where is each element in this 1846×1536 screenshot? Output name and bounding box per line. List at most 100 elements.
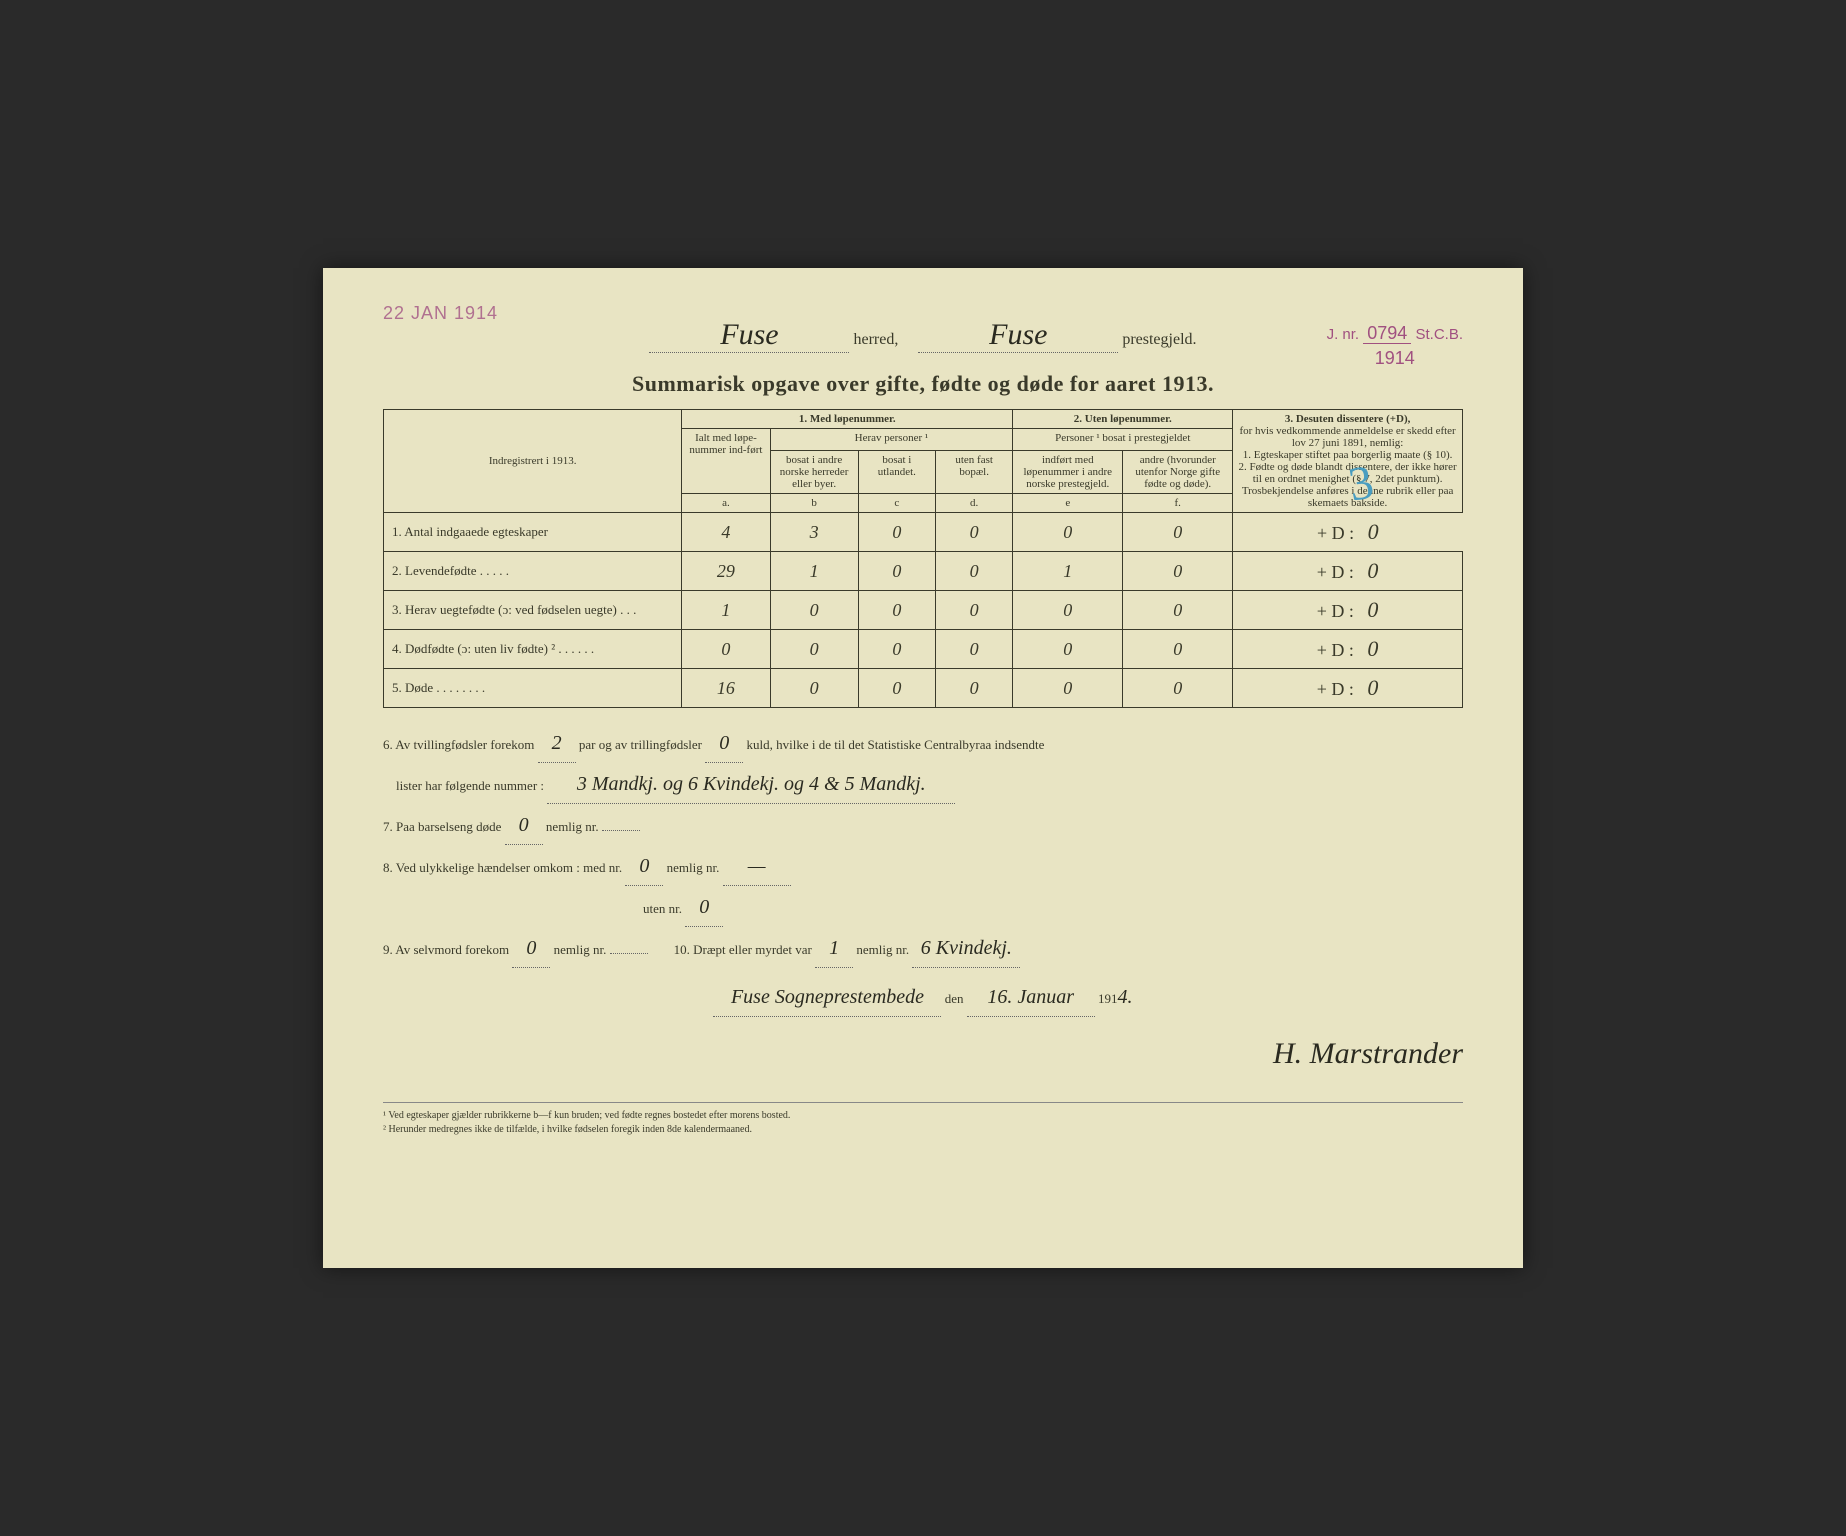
footnotes: ¹ Ved egteskaper gjælder rubrikkerne b—f… — [383, 1102, 1463, 1137]
l6-v1: 2 — [538, 724, 576, 763]
cell: 16 — [682, 669, 770, 708]
l8b: nemlig nr. — [667, 860, 720, 875]
cell: 0 — [1367, 597, 1378, 622]
cell: 0 — [1013, 669, 1123, 708]
l8c: uten nr. — [643, 901, 682, 916]
cell: 0 — [1123, 591, 1233, 630]
footnote-2: ² Herunder medregnes ikke de tilfælde, i… — [383, 1123, 1463, 1137]
l10a: 10. Dræpt eller myrdet var — [674, 942, 812, 957]
l7-v1: 0 — [505, 806, 543, 845]
plus-d-cell: + D : 0 — [1233, 669, 1463, 708]
cell: 0 — [858, 513, 935, 552]
cell: 0 — [1013, 591, 1123, 630]
line-7: 7. Paa barselseng døde 0 nemlig nr. — [383, 806, 1463, 845]
header-sec1: 1. Med løpenummer. — [682, 410, 1013, 429]
cell: 1 — [682, 591, 770, 630]
header-col-d: uten fast bopæl. — [936, 451, 1013, 494]
l10b: nemlig nr. — [856, 942, 909, 957]
plus-d-label: + D : — [1317, 601, 1354, 621]
cell: 0 — [770, 591, 858, 630]
header-line: Fuse herred, Fuse prestegjeld. — [383, 318, 1463, 353]
table-row: 4. Dødfødte (ɔ: uten liv fødte) ² . . . … — [384, 630, 1463, 669]
row-label: 4. Dødfødte (ɔ: uten liv fødte) ² . . . … — [384, 630, 682, 669]
document-page: 22 JAN 1914 J. nr. 0794 St.C.B. 1914 3 F… — [323, 268, 1523, 1268]
cell: 0 — [936, 630, 1013, 669]
cell: 0 — [770, 630, 858, 669]
cell: 1 — [1013, 552, 1123, 591]
herred-value: Fuse — [649, 318, 849, 353]
cell: 0 — [936, 513, 1013, 552]
cell: 0 — [1367, 558, 1378, 583]
l6b: par og av trillingfødsler — [579, 737, 702, 752]
stamp-date: 22 JAN 1914 — [383, 303, 498, 324]
plus-d-label: + D : — [1317, 679, 1354, 699]
header-col-b: bosat i andre norske herreder eller byer… — [770, 451, 858, 494]
table-row: 1. Antal indgaaede egteskaper 4 3 0 0 0 … — [384, 513, 1463, 552]
cell: 0 — [1013, 513, 1123, 552]
cell: 0 — [1013, 630, 1123, 669]
date: 16. Januar — [967, 978, 1095, 1017]
line-6: 6. Av tvillingfødsler forekom 2 par og a… — [383, 724, 1463, 763]
plus-d-cell: + D : 0 — [1233, 513, 1463, 552]
l9a: 9. Av selvmord forekom — [383, 942, 509, 957]
l7b: nemlig nr. — [546, 819, 599, 834]
cell: 1 — [770, 552, 858, 591]
year-prefix: 191 — [1098, 991, 1118, 1006]
cell: 3 — [770, 513, 858, 552]
plus-d-label: + D : — [1317, 640, 1354, 660]
year-suffix: 4. — [1118, 986, 1133, 1008]
footnote-1: ¹ Ved egteskaper gjælder rubrikkerne b—f… — [383, 1109, 1463, 1123]
sec3-text: for hvis vedkommende anmeldelse er skedd… — [1239, 425, 1460, 509]
cell: 0 — [936, 669, 1013, 708]
plus-d-label: + D : — [1317, 523, 1354, 543]
row-label: 3. Herav uegtefødte (ɔ: ved fødselen ueg… — [384, 591, 682, 630]
header-col-f: andre (hvorunder utenfor Norge gifte fød… — [1123, 451, 1233, 494]
col-letter-a: a. — [682, 494, 770, 513]
registration-stamp: J. nr. 0794 St.C.B. 1914 — [1327, 323, 1463, 369]
l6-val: 3 Mandkj. og 6 Kvindekj. og 4 & 5 Mandkj… — [547, 765, 955, 804]
cell: 0 — [1123, 513, 1233, 552]
notes-section: 6. Av tvillingfødsler forekom 2 par og a… — [383, 724, 1463, 1082]
row-label: 2. Levendefødte . . . . . — [384, 552, 682, 591]
cell: 0 — [858, 591, 935, 630]
l9-v2 — [610, 953, 648, 954]
cell: 4 — [682, 513, 770, 552]
cell: 0 — [1123, 669, 1233, 708]
summary-table: Indregistrert i 1913. 1. Med løpenummer.… — [383, 409, 1463, 708]
signature-name: H. Marstrander — [1273, 1037, 1463, 1070]
table-row: 5. Døde . . . . . . . . 16 0 0 0 0 0 + D… — [384, 669, 1463, 708]
l8a: 8. Ved ulykkelige hændelser omkom : med … — [383, 860, 622, 875]
prestegjeld-value: Fuse — [918, 318, 1118, 353]
table-row: 2. Levendefødte . . . . . 29 1 0 0 1 0 +… — [384, 552, 1463, 591]
l8-v3: 0 — [685, 888, 723, 927]
header-herav: Herav personer ¹ — [770, 429, 1013, 451]
header-sec3: 3. Desuten dissentere (+D), for hvis ved… — [1233, 410, 1463, 513]
col-letter-d: d. — [936, 494, 1013, 513]
l6-v2: 0 — [705, 724, 743, 763]
line-9-10: 9. Av selvmord forekom 0 nemlig nr. 10. … — [383, 929, 1463, 968]
header-ialt: Ialt med løpe-nummer ind-ført — [682, 429, 770, 494]
cell: 0 — [1123, 552, 1233, 591]
col-letter-f: f. — [1123, 494, 1233, 513]
cell: 0 — [858, 669, 935, 708]
cell: 0 — [936, 591, 1013, 630]
col-letter-e: e — [1013, 494, 1123, 513]
l6c: kuld, hvilke i de til det Statistiske Ce… — [747, 737, 1045, 752]
cell: 0 — [858, 630, 935, 669]
cell: 0 — [1368, 519, 1379, 544]
col-letter-c: c — [858, 494, 935, 513]
place: Fuse Sogneprestembede — [713, 978, 941, 1017]
line-8b: uten nr. 0 — [383, 888, 1463, 927]
row-label: 1. Antal indgaaede egteskaper — [384, 513, 682, 552]
document-title: Summarisk opgave over gifte, fødte og dø… — [383, 371, 1463, 397]
l9b: nemlig nr. — [554, 942, 607, 957]
signature: H. Marstrander — [383, 1025, 1463, 1082]
header-sec2-sub: Personer ¹ bosat i prestegjeldet — [1013, 429, 1233, 451]
plus-d-cell: + D : 0 — [1233, 630, 1463, 669]
col-letter-b: b — [770, 494, 858, 513]
cell: 29 — [682, 552, 770, 591]
line-6b: lister har følgende nummer : 3 Mandkj. o… — [383, 765, 1463, 804]
herred-label: herred, — [853, 331, 898, 348]
header-col-c: bosat i utlandet. — [858, 451, 935, 494]
table-body: 1. Antal indgaaede egteskaper 4 3 0 0 0 … — [384, 513, 1463, 708]
